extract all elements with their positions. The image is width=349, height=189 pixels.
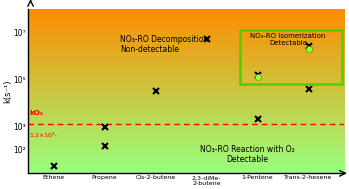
Text: kO₂: kO₂ bbox=[29, 110, 43, 116]
Bar bbox=[240, 30, 342, 84]
Y-axis label: k(s⁻¹): k(s⁻¹) bbox=[3, 79, 12, 103]
Text: 1.2×10³-: 1.2×10³- bbox=[29, 132, 57, 138]
Text: NO₃-RO Decomposition
Non-detectable: NO₃-RO Decomposition Non-detectable bbox=[120, 35, 208, 54]
Text: NO₃-RO Isomerization
Detectable: NO₃-RO Isomerization Detectable bbox=[251, 33, 326, 46]
Text: NO₃-RO Reaction with O₂
Detectable: NO₃-RO Reaction with O₂ Detectable bbox=[200, 145, 295, 164]
